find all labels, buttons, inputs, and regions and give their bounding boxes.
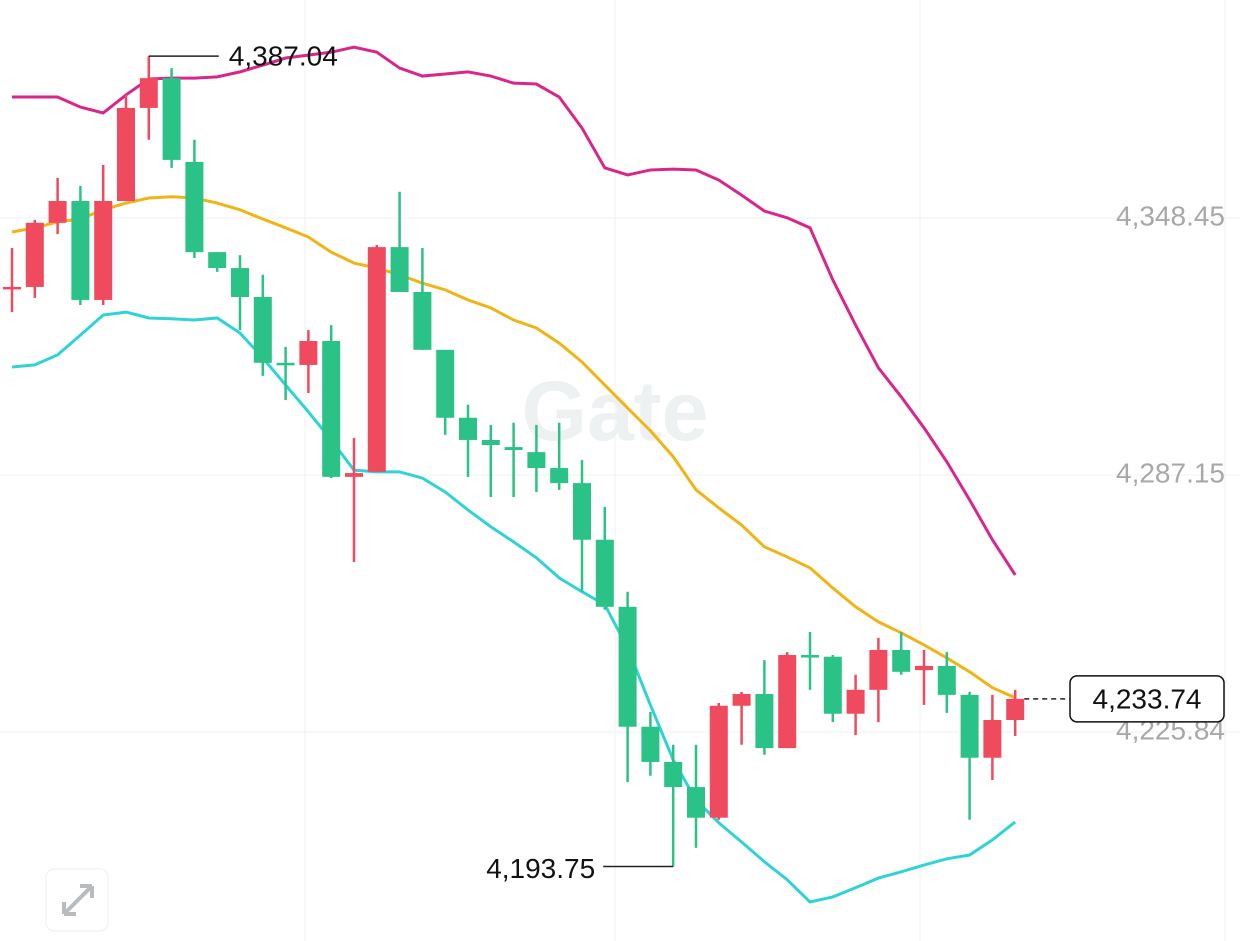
candle-body [687, 787, 705, 818]
candle-body [3, 286, 21, 290]
candle-body [253, 296, 272, 363]
candle-body [390, 247, 409, 292]
candle-body [322, 341, 341, 477]
band-line [11, 195, 1016, 700]
candle-body [345, 473, 363, 477]
candle-body [550, 468, 569, 484]
last-price-label: 4,233.74 [1093, 683, 1202, 714]
candle-body [185, 161, 204, 253]
candle-body [299, 341, 318, 365]
candle-body [709, 705, 728, 818]
candle-body [117, 107, 135, 201]
candle-body [94, 200, 113, 300]
candle-body [595, 539, 614, 607]
candle-body [276, 362, 295, 366]
candle-body [801, 655, 819, 658]
candle-body [527, 452, 546, 469]
candle-body [937, 665, 956, 695]
candle-body [459, 417, 477, 440]
candle-body [960, 694, 979, 758]
candle-body [139, 78, 158, 108]
candle-body [436, 349, 455, 418]
vertical-grid [304, 0, 1226, 941]
y-tick-label: 4,287.15 [1116, 457, 1225, 488]
candle-body [481, 439, 500, 445]
candle-body [915, 665, 933, 671]
candle-body [71, 200, 90, 300]
candle-body [618, 606, 637, 727]
candle-body [846, 689, 865, 714]
low-label: 4,193.75 [486, 853, 595, 884]
candle-body [504, 447, 523, 451]
candle-body [25, 222, 44, 287]
expand-button[interactable] [45, 868, 109, 932]
watermark: Gate [522, 364, 709, 458]
candle-body [413, 291, 432, 350]
candle-body [664, 761, 683, 788]
high-label: 4,387.04 [229, 41, 338, 72]
candle-body [983, 720, 1002, 758]
candle-body [48, 200, 67, 223]
candle-body [367, 247, 386, 472]
band-line [11, 310, 1017, 904]
candle-body [869, 650, 888, 690]
candle-body [231, 268, 249, 297]
last-price-box [1069, 675, 1225, 723]
expand-icon [62, 884, 94, 916]
candle-body [641, 726, 660, 762]
candle-body [892, 650, 911, 672]
candle-body [778, 655, 797, 749]
candle-body [1006, 698, 1025, 721]
candle-body [755, 694, 774, 749]
candle-body [573, 483, 591, 540]
candle-body [823, 656, 842, 714]
y-tick-label: 4,348.45 [1116, 200, 1225, 231]
candle-body [162, 78, 181, 160]
candle-body [732, 694, 751, 706]
candle-body [208, 252, 227, 269]
